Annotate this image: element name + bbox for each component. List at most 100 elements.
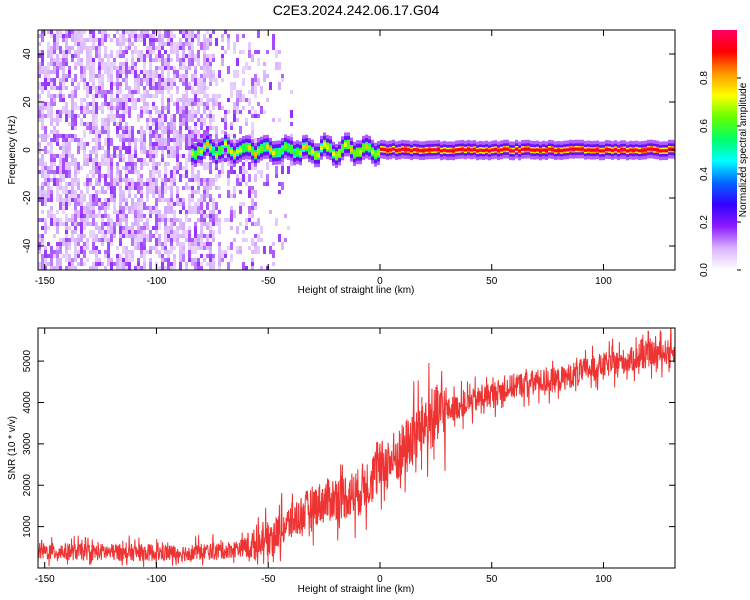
spectrogram-cell [239, 94, 242, 102]
spectrogram-cell [149, 126, 152, 130]
spectrogram-cell [89, 150, 92, 154]
spectrogram-cell [44, 82, 47, 90]
spectrogram-cell [92, 266, 95, 270]
spectrogram-signal-cell [644, 148, 647, 152]
spectrogram-signal-cell [248, 145, 251, 150]
x-tick-label: -100 [146, 574, 166, 585]
spectrogram-cell [158, 122, 161, 126]
spectrogram-cell [95, 74, 98, 78]
snr-frame [37, 327, 676, 569]
spectrogram-cell [41, 210, 44, 214]
spectrogram-cell [104, 50, 107, 54]
spectrogram-signal-cell [437, 147, 440, 151]
spectrogram-cell [140, 94, 143, 102]
spectrogram-cell [80, 194, 83, 202]
spectrogram-cell [59, 266, 62, 270]
spectrogram-cell [149, 186, 152, 194]
spectrogram-cell [86, 106, 89, 110]
spectrogram-cell [194, 246, 197, 254]
spectrogram-cell [122, 70, 125, 74]
spectrogram-cell [62, 210, 65, 214]
spectrogram-cell [119, 262, 122, 266]
spectrogram-cell [95, 202, 98, 206]
spectrogram-cell [188, 178, 191, 182]
spectrogram-cell [191, 106, 194, 114]
spectrogram-cell [125, 38, 128, 42]
spectrogram-cell [92, 242, 95, 250]
spectrogram-cell [203, 78, 206, 82]
spectrogram-cell [218, 266, 221, 270]
spectrogram-cell [68, 266, 71, 270]
spectrogram-cell [206, 262, 209, 266]
spectrogram-cell [38, 250, 41, 254]
spectrogram-cell [275, 174, 278, 178]
spectrogram-cell [155, 130, 158, 134]
spectrogram-cell [275, 50, 278, 58]
spectrogram-cell [89, 210, 92, 218]
spectrogram-signal-cell [212, 148, 215, 154]
spectrogram-cell [41, 198, 44, 206]
spectrogram-cell [155, 206, 158, 210]
spectrogram-cell [107, 170, 110, 174]
spectrogram-cell [221, 250, 224, 258]
spectrogram-cell [212, 78, 215, 82]
spectrogram-cell [38, 98, 41, 102]
spectrogram-cell [158, 110, 161, 114]
spectrogram-cell [173, 146, 176, 150]
spectrogram-cell [122, 146, 125, 150]
spectrogram-cell [101, 126, 104, 134]
spectrogram-cell [56, 178, 59, 186]
spectrogram-cell [182, 138, 185, 142]
spectrogram-signal-cell [671, 147, 674, 151]
spectrogram-cell [71, 102, 74, 110]
spectrogram-cell [203, 130, 206, 134]
spectrogram-signal-cell [194, 152, 197, 158]
spectrogram-cell [233, 238, 236, 242]
spectrogram-cell [194, 82, 197, 86]
spectrogram-cell [197, 118, 200, 122]
spectrogram-cell [203, 162, 206, 170]
spectrogram-cell [167, 38, 170, 42]
spectrogram-signal-cell [233, 152, 236, 158]
spectrogram-cell [110, 178, 113, 186]
spectrogram-cell [257, 218, 260, 226]
spectrogram-cell [158, 118, 161, 122]
spectrogram-cell [122, 214, 125, 222]
spectrogram-cell [137, 158, 140, 162]
spectrogram-cell [158, 58, 161, 62]
spectrogram-cell [209, 198, 212, 202]
spectrogram-cell [158, 266, 161, 270]
spectrogram-cell [263, 62, 266, 66]
spectrogram-cell [47, 178, 50, 182]
spectrogram-cell [149, 94, 152, 98]
spectrogram-signal-cell [425, 148, 428, 152]
spectrogram-cell [56, 190, 59, 194]
spectrogram-cell [227, 98, 230, 102]
spectrogram-cell [275, 218, 278, 222]
spectrogram-cell [173, 218, 176, 222]
spectrogram-cell [236, 90, 239, 98]
spectrogram-cell [185, 106, 188, 114]
spectrogram-cell [92, 238, 95, 242]
spectrogram-cell [41, 50, 44, 54]
spectrogram-cell [116, 174, 119, 178]
spectrogram-cell [77, 234, 80, 238]
spectrogram-cell [254, 50, 257, 54]
spectrogram-cell [203, 66, 206, 70]
spectrogram-cell [167, 98, 170, 102]
spectrogram-cell [200, 246, 203, 250]
spectrogram-cell [53, 250, 56, 254]
spectrogram-signal-cell [245, 144, 248, 150]
spectrogram-cell [116, 178, 119, 182]
spectrogram-cell [170, 138, 173, 142]
spectrogram-cell [221, 106, 224, 110]
spectrogram-cell [182, 230, 185, 234]
spectrogram-cell [203, 106, 206, 114]
spectrogram-cell [104, 266, 107, 270]
spectrogram-cell [191, 258, 194, 266]
spectrogram-cell [107, 78, 110, 82]
spectrogram-cell [167, 206, 170, 214]
spectrogram-cell [191, 98, 194, 102]
spectrogram-cell [59, 30, 62, 38]
x-tick-label: -50 [261, 276, 276, 287]
